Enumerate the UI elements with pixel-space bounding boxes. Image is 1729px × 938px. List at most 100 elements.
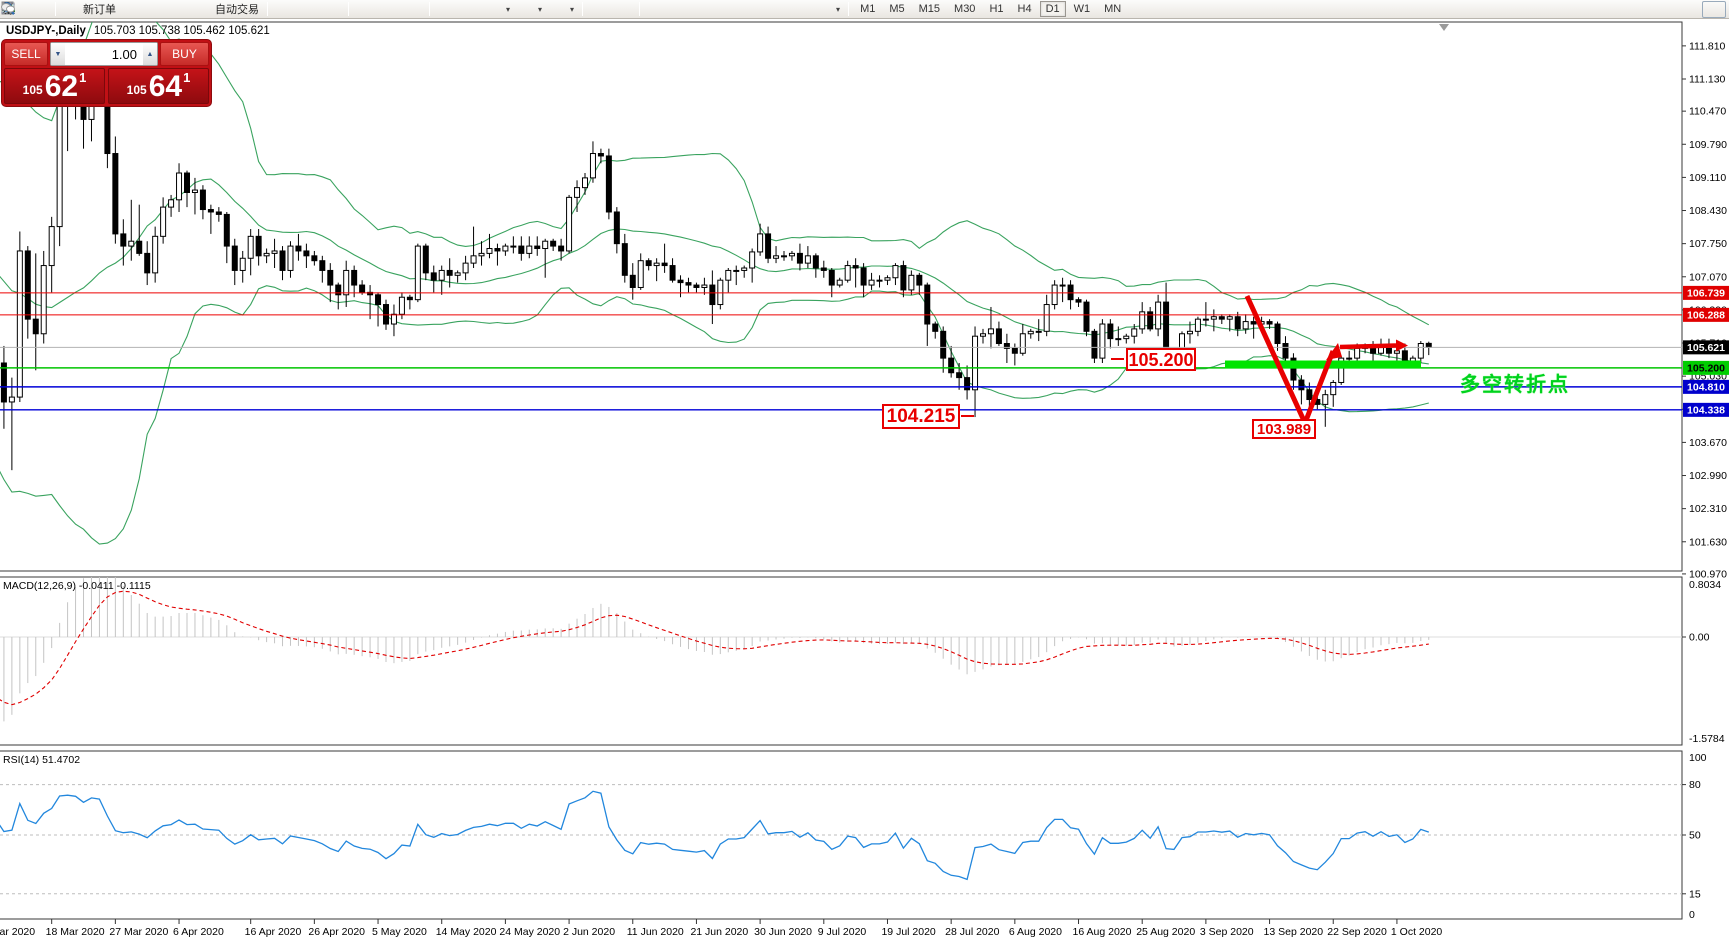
candle-body	[56, 99, 63, 228]
profiles-button[interactable]	[1, 1, 51, 18]
axis-label: 103.670	[1689, 437, 1727, 449]
timeframe-m5-button[interactable]: M5	[889, 3, 905, 15]
candle-body	[613, 211, 620, 245]
trendline-icon	[2, 1, 712, 17]
price-panel[interactable]	[0, 0, 1682, 563]
zoom-out-icon	[2, 1, 397, 17]
candle-body	[359, 284, 366, 293]
candle-body	[1274, 323, 1281, 345]
cursor-button[interactable]	[4, 1, 611, 18]
volume-stepper: ▼ ▲	[50, 42, 158, 66]
candle-body	[924, 284, 931, 325]
candle-body	[621, 243, 628, 276]
fibonacci-button[interactable]: F	[2, 1, 764, 18]
timeframe-mn-button[interactable]: MN	[1104, 3, 1122, 15]
timeframe-m30-button[interactable]: M30	[954, 3, 976, 15]
chart-bars-button[interactable]	[2, 1, 296, 18]
indicators-list-button[interactable]: ▾	[1, 1, 514, 18]
candle-body	[582, 177, 588, 189]
candle-body	[438, 269, 445, 281]
crosshair-button[interactable]	[2, 1, 635, 18]
macd-window-label: MACD(12,26,9) -0.0411 -0.1115	[3, 580, 151, 592]
timeframe-h4-button[interactable]: H4	[1017, 3, 1032, 15]
profiles-icon	[1, 1, 47, 17]
timeframe-m1-button[interactable]: M1	[860, 3, 876, 15]
timeframe-m15-button[interactable]: M15	[918, 3, 941, 15]
volume-decrease-button[interactable]: ▼	[51, 43, 65, 65]
timeframe-d1-button[interactable]: D1	[1039, 1, 1066, 17]
candle-body	[685, 282, 692, 286]
market-watch-icon	[1, 1, 140, 17]
volume-increase-button[interactable]: ▲	[143, 43, 157, 65]
new-order-button[interactable]: 新订单	[1, 1, 120, 18]
periods-list-dropdown-caret[interactable]: ▾	[538, 4, 543, 14]
candle-body	[820, 267, 827, 271]
candle-body	[980, 333, 986, 337]
date-label: 26 Apr 2020	[308, 926, 365, 938]
buy-price-button[interactable]: 105 64 1	[108, 68, 209, 104]
text-button[interactable]: A	[4, 1, 788, 18]
chart-bars-icon	[2, 1, 292, 17]
candle-body	[717, 279, 724, 306]
sell-price-button[interactable]: 105 62 1	[4, 68, 105, 104]
timeframe-h1-button[interactable]: H1	[989, 3, 1004, 15]
annotation-horizontal-arrow[interactable]	[1339, 343, 1397, 350]
sell-button[interactable]: SELL	[4, 42, 48, 66]
annotation-green-zone-bar[interactable]	[1225, 360, 1421, 369]
chart-panel[interactable]	[0, 21, 1683, 572]
candle-body	[48, 226, 55, 267]
horizontal-line-button[interactable]	[2, 1, 692, 18]
vertical-line-icon	[7, 1, 664, 17]
annotation-low-103989: 103.989	[1252, 419, 1316, 439]
candle-body	[478, 252, 485, 257]
date-label: 5 May 2020	[372, 926, 427, 938]
chart-shift-button[interactable]	[3, 1, 482, 18]
date-label: 18 Mar 2020	[46, 926, 105, 938]
rsi-panel[interactable]	[0, 784, 1682, 895]
chart-shift-marker[interactable]	[1439, 24, 1449, 31]
tile-windows-button[interactable]	[1, 1, 425, 18]
cursor-icon	[4, 1, 607, 17]
date-label: 13 Sep 2020	[1264, 926, 1324, 938]
axis-label: 105.621	[1687, 342, 1725, 354]
volume-input[interactable]	[65, 43, 143, 65]
candle-body	[852, 265, 859, 269]
zoom-in-button[interactable]	[2, 1, 377, 18]
price-chip	[1683, 360, 1729, 375]
candle-body	[112, 153, 119, 235]
candle-body	[868, 279, 875, 286]
arrows-dropdown-caret[interactable]: ▾	[836, 4, 841, 14]
chat-button[interactable]	[1, 0, 1726, 18]
auto-trading-button[interactable]: 自动交易	[2, 1, 263, 18]
candle-body	[669, 265, 676, 281]
indicators-list-dropdown-caret[interactable]: ▾	[506, 4, 511, 14]
trendline-button[interactable]	[2, 1, 716, 18]
sounds-button[interactable]	[2, 1, 192, 18]
candle-body	[1282, 343, 1289, 359]
market-watch-button[interactable]	[1, 1, 144, 18]
arrows-button[interactable]: ▾	[2, 1, 844, 18]
search-button[interactable]	[2, 1, 1702, 18]
timeframe-w1-button[interactable]: W1	[1073, 3, 1091, 15]
equidistant-channel-button[interactable]: E	[1, 1, 740, 18]
vertical-line-button[interactable]	[7, 1, 668, 18]
chart-candles-button[interactable]	[2, 1, 320, 18]
chart-panel[interactable]	[0, 576, 1683, 746]
periods-list-button[interactable]: ▾	[2, 1, 546, 18]
templates-dropdown-caret[interactable]: ▾	[570, 4, 575, 14]
macd-panel[interactable]	[0, 560, 1682, 740]
auto-scroll-button[interactable]	[3, 1, 458, 18]
candle-body	[279, 250, 286, 271]
navigator-button[interactable]	[2, 1, 168, 18]
indicators-list-icon	[1, 1, 502, 17]
toolbar-separator	[848, 2, 850, 16]
chart-line-button[interactable]	[1, 1, 344, 18]
templates-button[interactable]: ▾	[1, 1, 578, 18]
candle-body	[972, 335, 979, 391]
text-label-button[interactable]: T	[1, 1, 812, 18]
date-label: 21 Jun 2020	[690, 926, 748, 938]
buy-button[interactable]: BUY	[160, 42, 209, 66]
candle-body	[1131, 328, 1138, 337]
zoom-out-button[interactable]	[2, 1, 401, 18]
